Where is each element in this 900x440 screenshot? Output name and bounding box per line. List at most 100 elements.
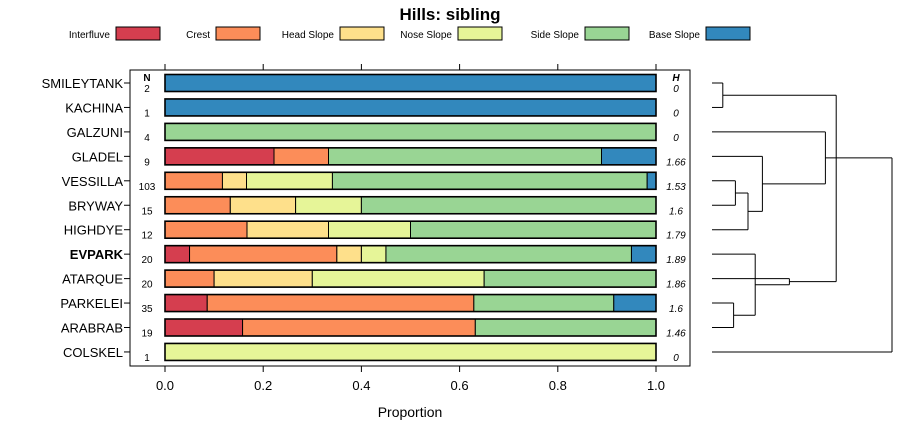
bar-segment-vessilla-side-slope <box>331 171 648 190</box>
n-value-vessilla: 103 <box>139 182 156 193</box>
bar-segment-evpark-base-slope <box>630 245 657 264</box>
bar-segment-smileytank-base-slope <box>164 74 657 92</box>
bar-segment-evpark-crest <box>189 245 338 264</box>
bar-outline-vessilla <box>164 171 657 191</box>
bar-segment-arabrab-side-slope <box>474 318 657 337</box>
legend-swatch-head-slope <box>339 26 385 41</box>
n-value-gladel: 9 <box>144 157 150 168</box>
bar-segment-atarque-nose-slope <box>311 269 485 288</box>
bar-segment-bryway-crest <box>164 196 231 215</box>
plot-panel <box>129 69 691 367</box>
row-label-colskel: COLSKEL <box>63 345 123 360</box>
row-label-parkelei: PARKELEI <box>60 296 123 311</box>
x-tick-label-1: 0.2 <box>254 378 272 393</box>
bar-segment-parkelei-crest <box>206 294 475 313</box>
legend-label-crest: Crest <box>186 30 210 41</box>
bar-segment-gladel-crest <box>273 147 330 166</box>
n-value-colskel: 1 <box>144 353 150 364</box>
n-value-bryway: 15 <box>141 206 153 217</box>
row-label-vessilla: VESSILLA <box>62 174 124 189</box>
bar-segment-gladel-base-slope <box>600 147 657 166</box>
h-value-arabrab: 1.46 <box>666 329 686 340</box>
legend-label-interfluve: Interfluve <box>69 30 111 41</box>
n-value-galzuni: 4 <box>144 133 150 144</box>
n-value-arabrab: 19 <box>141 329 153 340</box>
x-tick-label-2: 0.4 <box>352 378 370 393</box>
bar-outline-galzuni <box>164 122 657 142</box>
bar-segment-gladel-interfluve <box>164 147 275 166</box>
bar-outline-parkelei <box>164 293 657 313</box>
legend-label-head-slope: Head Slope <box>282 30 335 41</box>
bar-outline-atarque <box>164 269 657 288</box>
row-label-evpark: EVPARK <box>70 247 124 262</box>
h-value-kachina: 0 <box>673 108 679 119</box>
bar-segment-bryway-nose-slope <box>295 196 362 215</box>
bar-outline-evpark <box>164 244 657 264</box>
bar-outline-smileytank <box>164 73 657 93</box>
bar-segment-atarque-side-slope <box>483 269 657 288</box>
bar-segment-highdye-crest <box>164 220 248 239</box>
h-value-atarque: 1.86 <box>666 280 686 291</box>
bar-segment-gladel-side-slope <box>328 147 602 166</box>
dendrogram <box>712 82 893 353</box>
bar-segment-highdye-side-slope <box>410 220 657 239</box>
h-value-bryway: 1.6 <box>669 206 683 217</box>
bar-segment-arabrab-interfluve <box>164 318 244 337</box>
bar-segment-atarque-crest <box>164 269 215 288</box>
row-label-atarque: ATARQUE <box>62 272 123 287</box>
n-value-smileytank: 2 <box>144 84 150 95</box>
bar-outline-arabrab <box>164 318 657 337</box>
h-value-evpark: 1.89 <box>666 255 686 266</box>
h-value-vessilla: 1.53 <box>666 182 686 193</box>
n-value-atarque: 20 <box>141 280 153 291</box>
legend-label-side-slope: Side Slope <box>531 30 580 41</box>
x-tick-label-3: 0.6 <box>451 378 469 393</box>
h-value-smileytank: 0 <box>673 84 679 95</box>
bar-segment-atarque-head-slope <box>213 269 313 288</box>
row-label-arabrab: ARABRAB <box>61 321 123 336</box>
bar-segment-highdye-head-slope <box>246 220 330 239</box>
bar-segment-parkelei-interfluve <box>164 294 208 313</box>
bar-segment-evpark-side-slope <box>385 245 632 264</box>
bar-segment-kachina-base-slope <box>164 98 657 117</box>
n-value-evpark: 20 <box>141 255 153 266</box>
chart-title: Hills: sibling <box>399 5 500 24</box>
bar-segment-colskel-nose-slope <box>164 342 657 361</box>
legend-swatch-side-slope <box>584 26 630 41</box>
n-value-parkelei: 35 <box>141 304 153 315</box>
n-header: N <box>143 73 150 84</box>
bar-segment-parkelei-side-slope <box>473 294 615 313</box>
n-value-kachina: 1 <box>144 108 150 119</box>
bar-segment-galzuni-side-slope <box>164 122 657 141</box>
bar-segment-bryway-side-slope <box>360 196 657 215</box>
bar-segment-vessilla-crest <box>164 171 223 190</box>
bar-segment-evpark-interfluve <box>164 245 191 264</box>
h-value-highdye: 1.79 <box>666 231 686 242</box>
bar-outline-colskel <box>164 342 657 362</box>
bar-segment-vessilla-head-slope <box>221 171 248 190</box>
x-tick-label-5: 1.0 <box>647 378 665 393</box>
bar-outline-bryway <box>164 195 657 215</box>
x-tick-label-0: 0.0 <box>156 378 174 393</box>
row-label-gladel: GLADEL <box>72 149 123 164</box>
bar-segment-evpark-nose-slope <box>360 245 387 264</box>
legend-swatch-nose-slope <box>457 26 503 41</box>
bar-segment-bryway-head-slope <box>229 196 297 215</box>
bar-segment-vessilla-nose-slope <box>246 171 333 190</box>
bar-outline-highdye <box>164 220 657 239</box>
legend-label-nose-slope: Nose Slope <box>400 30 452 41</box>
bar-segment-vessilla-base-slope <box>646 171 657 190</box>
h-value-galzuni: 0 <box>673 133 679 144</box>
x-tick-label-4: 0.8 <box>549 378 567 393</box>
legend-swatch-base-slope <box>705 26 751 41</box>
h-value-parkelei: 1.6 <box>669 304 683 315</box>
legend-label-base-slope: Base Slope <box>649 30 701 41</box>
bar-outline-kachina <box>164 98 657 117</box>
bar-segment-parkelei-base-slope <box>613 294 657 313</box>
row-label-highdye: HIGHDYE <box>64 223 124 238</box>
h-header: H <box>672 73 680 84</box>
x-axis-title: Proportion <box>378 404 443 420</box>
row-label-galzuni: GALZUNI <box>67 125 123 140</box>
